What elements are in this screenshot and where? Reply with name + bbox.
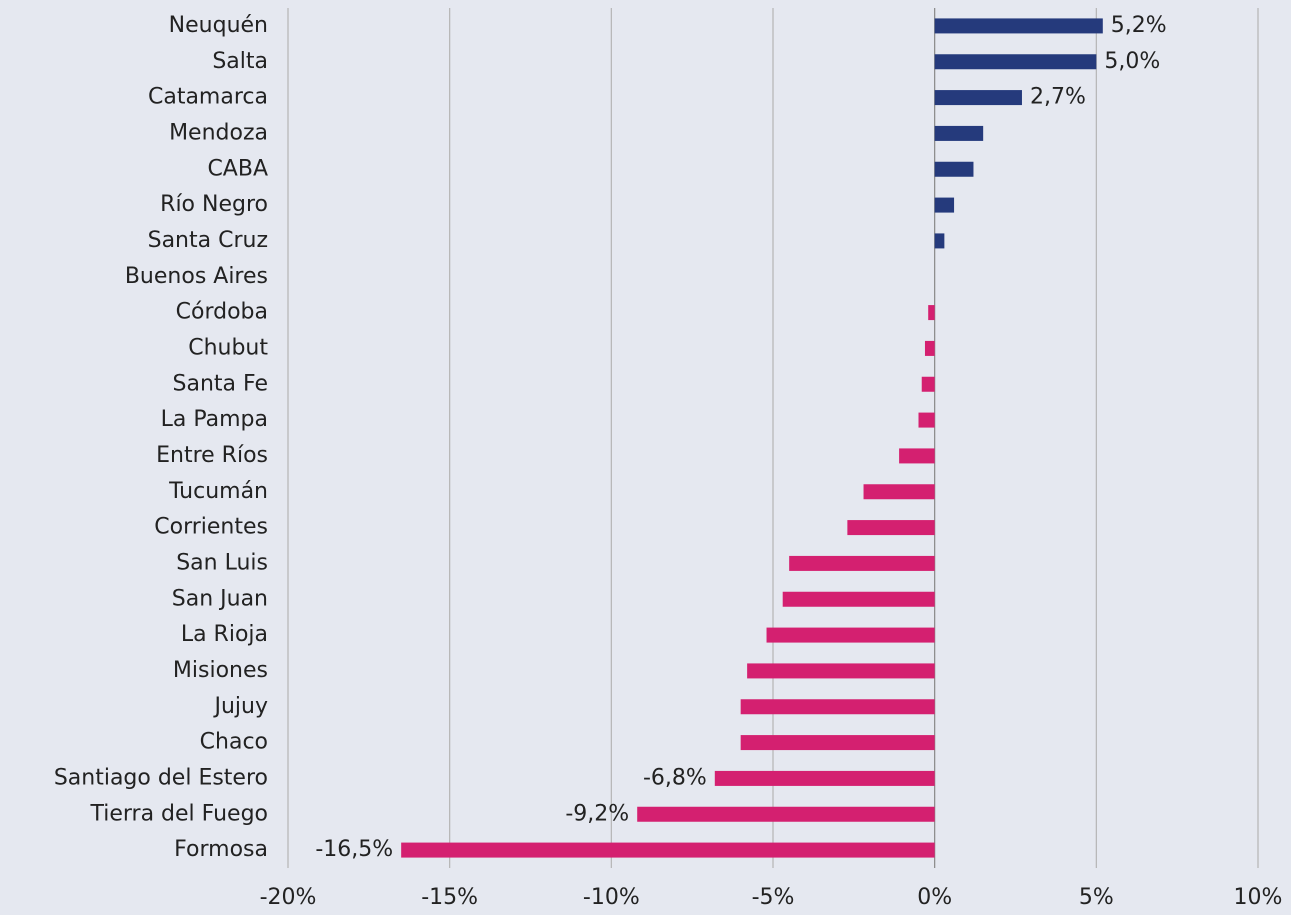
bar [740, 699, 935, 715]
bar [740, 735, 935, 751]
value-label: 5,0% [1104, 49, 1160, 74]
y-tick-label: Misiones [173, 658, 268, 683]
bar [747, 663, 935, 679]
bar [863, 484, 935, 500]
bar [934, 90, 1022, 106]
y-tick-label: Santa Cruz [148, 228, 268, 253]
y-tick-label: Formosa [174, 837, 268, 862]
bar [782, 591, 935, 607]
bar [918, 412, 935, 428]
y-tick-label: Tucumán [168, 479, 268, 504]
value-label: -9,2% [565, 801, 629, 826]
value-label: 2,7% [1030, 85, 1086, 110]
y-tick-label: Buenos Aires [125, 264, 268, 289]
y-tick-label: Entre Ríos [156, 443, 268, 468]
y-tick-label: Corrientes [154, 515, 268, 540]
bar [924, 340, 935, 356]
x-tick-label: -15% [421, 885, 478, 910]
y-tick-label: Jujuy [212, 694, 268, 719]
y-tick-label: Neuquén [169, 13, 268, 38]
y-tick-label: Río Negro [160, 192, 268, 217]
bar [934, 233, 945, 249]
x-tick-label: -5% [752, 885, 795, 910]
y-tick-label: CABA [207, 156, 268, 181]
x-tick-label: 5% [1079, 885, 1114, 910]
value-label: 5,2% [1111, 13, 1167, 38]
bar [637, 806, 935, 822]
y-tick-label: La Rioja [181, 622, 268, 647]
y-tick-label: Santa Fe [173, 371, 268, 396]
value-label: -6,8% [643, 765, 707, 790]
y-tick-label: La Pampa [161, 407, 268, 432]
bar [934, 197, 955, 213]
bar [899, 448, 935, 464]
y-tick-label: Chubut [188, 335, 268, 360]
y-tick-label: Tierra del Fuego [89, 801, 268, 826]
y-tick-label: Chaco [200, 730, 268, 755]
y-tick-label: San Luis [176, 550, 268, 575]
bar [921, 376, 935, 392]
y-tick-label: Catamarca [148, 85, 268, 110]
x-tick-label: -20% [260, 885, 317, 910]
y-tick-label: Santiago del Estero [54, 765, 268, 790]
y-tick-label: Salta [212, 49, 268, 74]
y-tick-label: Córdoba [176, 300, 268, 325]
bar [789, 555, 935, 571]
bar [934, 54, 1097, 70]
bar [714, 770, 935, 786]
x-tick-label: 10% [1234, 885, 1283, 910]
bar [401, 842, 935, 858]
bar [934, 125, 984, 141]
bar [928, 305, 935, 321]
x-tick-label: 0% [917, 885, 952, 910]
bar [934, 18, 1103, 34]
value-label: -16,5% [315, 837, 393, 862]
bar [847, 520, 935, 536]
bar [934, 161, 974, 177]
y-tick-label: San Juan [172, 586, 268, 611]
y-tick-label: Mendoza [169, 120, 268, 145]
x-tick-label: -10% [583, 885, 640, 910]
bar [766, 627, 935, 643]
